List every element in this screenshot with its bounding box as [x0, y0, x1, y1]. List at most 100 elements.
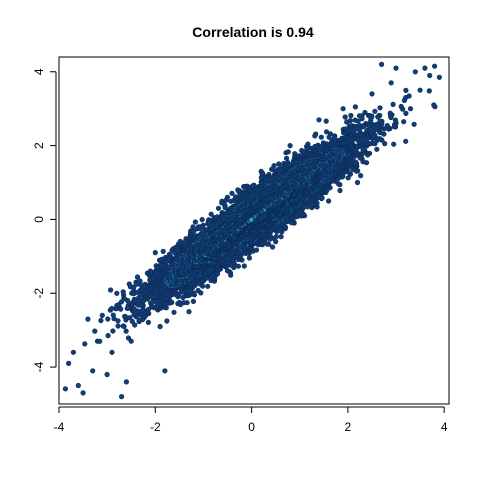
data-point	[355, 118, 361, 124]
data-point	[401, 97, 408, 103]
data-point	[152, 250, 158, 256]
data-point	[208, 211, 214, 217]
data-point	[195, 287, 201, 294]
data-point	[215, 205, 222, 211]
data-point	[132, 322, 138, 328]
data-point	[246, 255, 252, 261]
data-point	[118, 299, 125, 305]
data-point	[358, 173, 364, 179]
data-point	[186, 309, 192, 315]
data-point	[125, 335, 132, 341]
data-point	[342, 114, 348, 120]
data-point	[391, 141, 397, 147]
data-point	[171, 309, 177, 315]
data-point	[276, 161, 282, 167]
data-point	[120, 323, 126, 329]
data-point	[287, 143, 293, 149]
data-point	[241, 263, 247, 269]
data-point	[104, 371, 110, 378]
data-point	[273, 239, 279, 245]
data-point	[326, 198, 332, 204]
data-point	[379, 61, 385, 68]
data-point	[115, 323, 121, 329]
data-point	[388, 114, 394, 121]
data-point	[62, 386, 69, 392]
data-point	[110, 328, 116, 334]
data-point	[111, 316, 117, 322]
data-point	[403, 87, 409, 93]
data-point	[278, 234, 284, 240]
data-point	[205, 283, 211, 289]
data-point	[160, 248, 166, 254]
data-point	[118, 306, 124, 312]
data-point	[136, 317, 142, 324]
data-point	[134, 274, 141, 280]
data-point	[398, 103, 404, 110]
data-point	[107, 287, 114, 293]
data-point	[164, 318, 170, 324]
data-point	[157, 323, 163, 330]
chart-title: Correlation is 0.94	[192, 24, 314, 40]
data-point	[326, 134, 332, 140]
data-point	[229, 190, 235, 196]
data-point	[312, 133, 318, 139]
data-point	[190, 298, 196, 305]
data-point	[80, 390, 86, 396]
data-point	[109, 349, 115, 355]
data-point	[392, 117, 399, 123]
data-point	[374, 146, 380, 152]
data-point	[270, 244, 276, 250]
data-point	[90, 368, 96, 374]
data-point	[403, 110, 409, 116]
data-point	[97, 338, 103, 344]
data-point	[375, 114, 381, 120]
data-point	[65, 360, 72, 367]
data-point	[123, 379, 129, 385]
data-point	[318, 134, 324, 140]
data-point	[388, 80, 394, 86]
data-point	[124, 297, 131, 304]
data-point	[347, 117, 354, 124]
data-point	[362, 109, 368, 116]
data-point	[422, 65, 428, 71]
data-point	[316, 117, 322, 123]
data-point	[432, 63, 438, 69]
data-point	[118, 394, 125, 400]
data-point	[436, 74, 443, 80]
data-point	[235, 263, 241, 269]
data-point	[129, 318, 135, 325]
data-point	[82, 341, 88, 347]
data-point	[92, 328, 98, 334]
data-point	[369, 91, 375, 97]
data-point	[199, 217, 205, 223]
data-point	[372, 108, 378, 114]
data-point	[284, 155, 290, 161]
data-point	[123, 328, 129, 334]
data-point	[354, 179, 361, 186]
data-point	[377, 118, 383, 124]
data-point	[145, 319, 151, 326]
data-point	[99, 312, 105, 319]
data-point	[105, 333, 111, 339]
data-point	[403, 138, 409, 144]
data-point	[105, 316, 111, 322]
data-point	[176, 299, 183, 306]
data-point	[115, 318, 121, 324]
points-layer	[62, 61, 443, 400]
data-point	[337, 187, 343, 194]
data-point	[98, 317, 104, 324]
data-point	[384, 122, 390, 129]
data-point	[377, 105, 383, 111]
data-point	[132, 306, 138, 312]
data-point	[127, 315, 133, 321]
data-point	[431, 102, 437, 108]
data-point	[412, 69, 418, 75]
data-point	[393, 65, 399, 71]
data-point	[285, 149, 291, 155]
data-point	[382, 141, 388, 147]
data-point	[162, 368, 168, 374]
data-point	[348, 112, 354, 119]
data-point	[146, 306, 152, 312]
data-point	[411, 121, 417, 127]
data-point	[323, 118, 329, 124]
